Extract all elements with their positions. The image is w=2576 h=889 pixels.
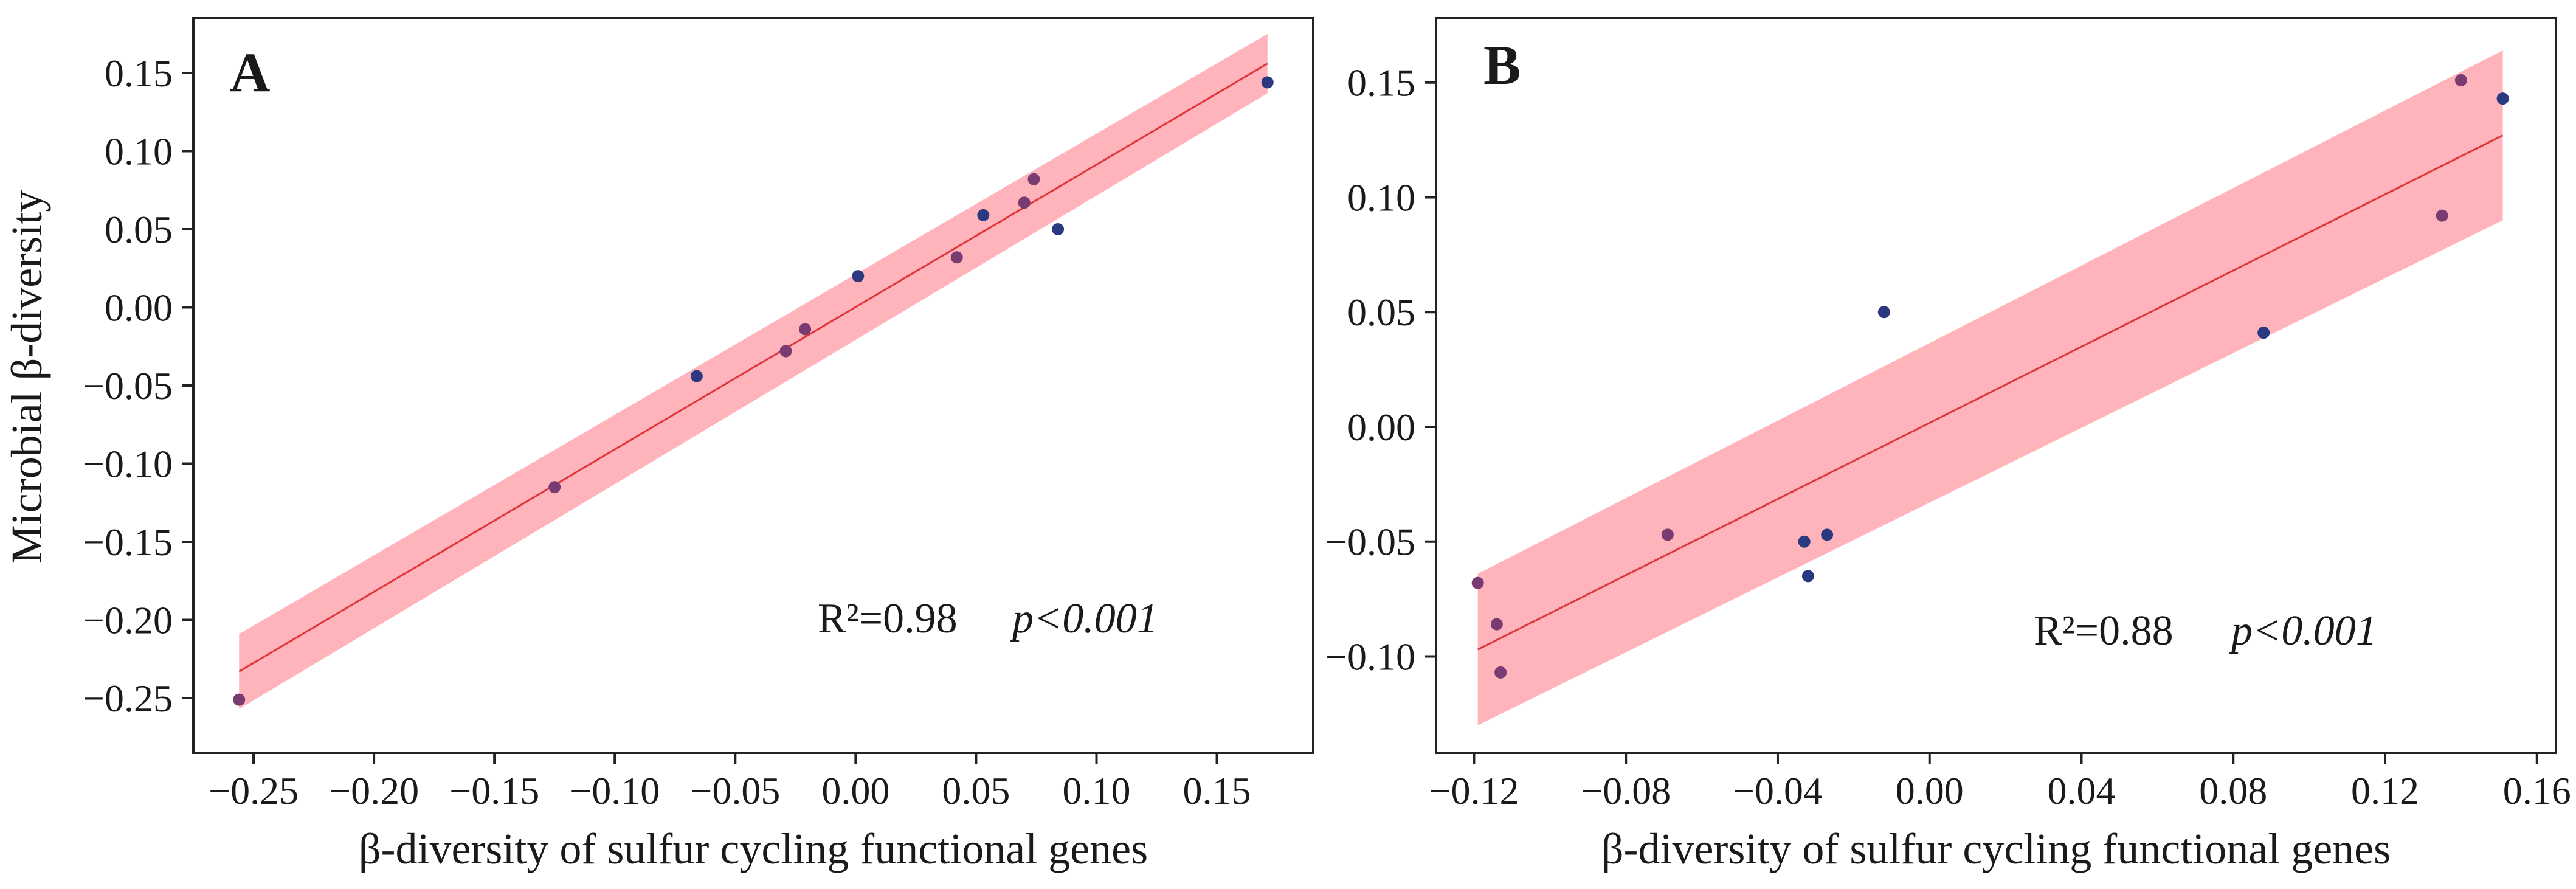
panel-a-data-point xyxy=(779,345,792,358)
panel-b-r2-label: R²=0.88 xyxy=(2034,607,2174,654)
panel-b-data-point xyxy=(1798,535,1811,548)
panel-b-x-tick-label: 0.12 xyxy=(2351,769,2419,812)
panel-a-x-tick-label: −0.25 xyxy=(209,769,299,812)
panel-a-x-tick-label: −0.20 xyxy=(329,769,419,812)
panel-a-x-tick-label: 0.15 xyxy=(1183,769,1251,812)
panel-a-y-tick-label: −0.10 xyxy=(83,443,173,486)
panel-a-x-tick-label: 0.00 xyxy=(821,769,889,812)
panel-a-y-tick-label: 0.05 xyxy=(105,208,173,251)
panel-b-regression-line xyxy=(1477,134,2504,651)
panel-a-y-tick-label: −0.20 xyxy=(83,599,173,642)
panel-b-x-tick-label: 0.16 xyxy=(2503,769,2571,812)
panel-a-letter: A xyxy=(230,41,270,103)
panel-a-y-tick-label: −0.25 xyxy=(83,677,173,720)
panel-a-x-tick-label: −0.10 xyxy=(570,769,660,812)
panel-a-r2-label: R²=0.98 xyxy=(818,595,958,642)
panel-b-data-point xyxy=(1471,576,1484,589)
panel-b-y-tick-label: 0.00 xyxy=(1347,406,1415,449)
panel-a-y-tick-label: 0.10 xyxy=(105,130,173,173)
panel-a-y-tick-label: −0.15 xyxy=(83,521,173,564)
panel-a-x-tick-label: −0.05 xyxy=(690,769,780,812)
panel-a-p-label: p<0.001 xyxy=(1009,595,1158,642)
panel-b-p-label: p<0.001 xyxy=(2228,607,2377,654)
panel-b-y-tick-label: −0.05 xyxy=(1325,521,1415,564)
panel-b-data-point xyxy=(1494,666,1507,679)
panel-a-x-tick-label: 0.10 xyxy=(1062,769,1130,812)
panel-b-data-point xyxy=(1490,618,1503,631)
panel-a-regression-line xyxy=(238,63,1268,673)
panel-b-data-point xyxy=(2496,92,2509,105)
panel-b-x-tick-label: −0.12 xyxy=(1429,769,1519,812)
panel-b-x-tick-label: 0.00 xyxy=(1896,769,1964,812)
panel-b-data-point xyxy=(1877,306,1890,319)
panel-b-data-point xyxy=(2454,74,2467,86)
panel-a-data-point xyxy=(977,209,990,221)
panel-a-x-tick-label: −0.15 xyxy=(449,769,539,812)
panel-b-y-tick-label: 0.15 xyxy=(1347,61,1415,105)
panel-b-x-axis-title: β-diversity of sulfur cycling functional… xyxy=(1601,825,2391,873)
panel-a-data-point xyxy=(548,481,561,494)
panel-b-x-tick-label: 0.04 xyxy=(2047,769,2115,812)
panel-b-x-tick-label: 0.08 xyxy=(2199,769,2267,812)
panel-b-y-tick-label: 0.10 xyxy=(1347,176,1415,219)
panel-a-data-point xyxy=(950,251,963,264)
panel-a-data-point xyxy=(1052,223,1065,235)
panel-b-y-tick-label: 0.05 xyxy=(1347,291,1415,334)
panel-b-data-point xyxy=(1661,528,1674,541)
panel-b-data-point xyxy=(1801,570,1814,583)
panel-b-data-point xyxy=(1821,528,1834,541)
panel-a-data-point xyxy=(233,693,246,706)
panel-b-x-tick-label: −0.08 xyxy=(1581,769,1671,812)
panel-b-confidence-band xyxy=(1477,50,2503,725)
panel-a-confidence-band xyxy=(239,33,1268,710)
panel-b-frame xyxy=(1435,17,2557,754)
panel-b-data-point xyxy=(2436,209,2448,222)
panel-b-data-point xyxy=(2257,327,2270,339)
y-axis-title: Microbial β-diversity xyxy=(2,190,51,564)
panel-a-y-tick-label: 0.00 xyxy=(105,286,173,329)
panel-a-x-axis-title: β-diversity of sulfur cycling functional… xyxy=(359,825,1148,873)
panel-a-data-point xyxy=(1027,173,1040,185)
panel-a-data-point xyxy=(690,370,703,382)
panel-a-data-point xyxy=(1018,196,1031,209)
panel-a-x-tick-label: 0.05 xyxy=(942,769,1010,812)
panel-a: −0.25 −0.20 −0.15 −0.10 −0.05 0.00 0.05 0.10 0.1… xyxy=(83,17,1314,873)
panel-a-y-tick-label: 0.15 xyxy=(105,52,173,95)
panel-b-x-tick-label: −0.04 xyxy=(1733,769,1823,812)
panel-b: −0.12 −0.08 −0.04 0.00 0.04 0.08 0.12 0.16 −0.10… xyxy=(1325,17,2571,873)
panel-a-y-tick-label: −0.05 xyxy=(83,364,173,407)
panel-b-letter: B xyxy=(1483,34,1521,96)
panel-a-data-point xyxy=(1261,76,1274,89)
panel-a-data-point xyxy=(799,323,812,336)
panel-b-y-tick-label: −0.10 xyxy=(1325,635,1415,678)
panel-a-data-point xyxy=(852,270,865,283)
